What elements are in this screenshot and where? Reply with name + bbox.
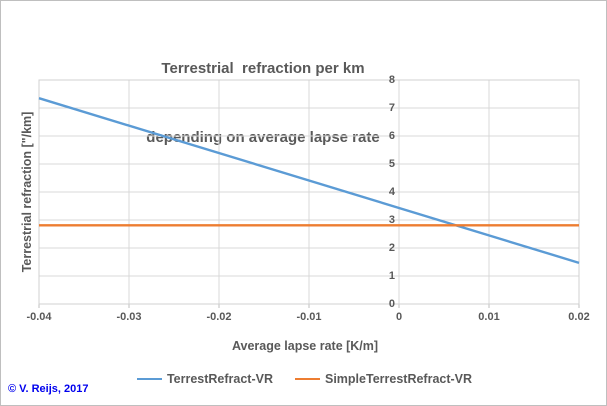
chart-title: Terrestrial refraction per km depending … — [13, 11, 513, 195]
y-tick-label: 8 — [388, 73, 395, 86]
y-tick-label: 2 — [388, 241, 395, 254]
legend-label: SimpleTerrestRefract-VR — [325, 372, 473, 386]
legend: TerrestRefract-VR SimpleTerrestRefract-VR — [1, 372, 606, 386]
y-tick-label: 1 — [388, 269, 395, 282]
x-tick-label: -0.04 — [26, 311, 52, 323]
x-tick-label: -0.02 — [206, 311, 232, 323]
copyright-text: © V. Reijs, 2017 — [8, 383, 89, 395]
chart-title-line2: depending on average lapse rate — [146, 129, 380, 146]
y-tick-label: 6 — [388, 129, 395, 142]
y-tick-label: 5 — [388, 157, 395, 170]
legend-line-swatch — [136, 377, 162, 381]
y-tick-label: 7 — [388, 101, 395, 114]
y-tick-label: 4 — [388, 185, 395, 198]
legend-line-swatch — [295, 377, 320, 381]
legend-item: TerrestRefract-VR — [136, 372, 273, 386]
x-tick-label: 0.01 — [478, 311, 500, 323]
x-tick-label: -0.01 — [296, 311, 322, 323]
y-tick-label: 0 — [388, 297, 395, 310]
series-line-terrestrefract-vr — [38, 97, 580, 264]
chart-title-line1: Terrestrial refraction per km — [161, 60, 365, 77]
legend-item: SimpleTerrestRefract-VR — [295, 372, 472, 386]
y-tick-label: 3 — [388, 213, 395, 226]
x-tick-label: 0 — [395, 311, 403, 323]
x-tick-label: -0.03 — [116, 311, 142, 323]
x-axis-title: Average lapse rate [K/m] — [231, 339, 379, 353]
plot-border — [38, 79, 580, 305]
legend-label: TerrestRefract-VR — [166, 372, 273, 386]
x-tick-label: 0.02 — [568, 311, 590, 323]
